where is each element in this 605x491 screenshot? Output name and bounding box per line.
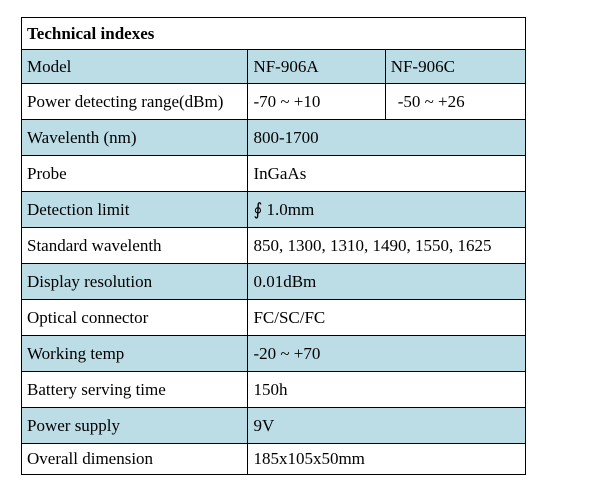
- technical-indexes-table: Technical indexes Model NF-906A NF-906C …: [20, 17, 527, 475]
- spec-label: Overall dimension: [20, 443, 249, 475]
- spec-row: Detection limit ∮ 1.0mm: [20, 191, 526, 228]
- spec-label: Power supply: [20, 407, 249, 444]
- spec-value: 850, 1300, 1310, 1490, 1550, 1625: [247, 227, 526, 264]
- spec-row: Display resolution 0.01dBm: [20, 263, 526, 300]
- power-range-nf-906c: -50 ~ +26: [384, 83, 527, 120]
- spec-row: Overall dimension 185x105x50mm: [20, 443, 526, 475]
- model-nf-906c: NF-906C: [384, 49, 527, 84]
- spec-row: Wavelenth (nm) 800-1700: [20, 119, 526, 156]
- spec-row: Probe InGaAs: [20, 155, 526, 192]
- spec-value: 800-1700: [247, 119, 526, 156]
- spec-row: Optical connector FC/SC/FC: [20, 299, 526, 336]
- spec-value: -20 ~ +70: [247, 335, 526, 372]
- spec-value: ∮ 1.0mm: [247, 191, 526, 228]
- spec-row: Standard wavelenth 850, 1300, 1310, 1490…: [20, 227, 526, 264]
- spec-value: FC/SC/FC: [247, 299, 526, 336]
- power-range-label: Power detecting range(dBm): [20, 83, 249, 120]
- spec-label: Standard wavelenth: [20, 227, 249, 264]
- spec-label: Probe: [20, 155, 249, 192]
- spec-row: Working temp -20 ~ +70: [20, 335, 526, 372]
- spec-label: Optical connector: [20, 299, 249, 336]
- spec-label: Working temp: [20, 335, 249, 372]
- spec-value: 9V: [247, 407, 526, 444]
- power-range-row: Power detecting range(dBm) -70 ~ +10 -50…: [20, 83, 527, 120]
- spec-label: Detection limit: [20, 191, 249, 228]
- spec-value: 150h: [247, 371, 526, 408]
- power-range-nf-906a: -70 ~ +10: [247, 83, 386, 120]
- table-title-row: Technical indexes: [21, 17, 526, 50]
- table-title: Technical indexes: [21, 17, 526, 50]
- spec-row: Battery serving time 150h: [20, 371, 526, 408]
- spec-value: 185x105x50mm: [247, 443, 526, 475]
- spec-label: Display resolution: [20, 263, 249, 300]
- spec-row: Power supply 9V: [20, 407, 526, 444]
- spec-value: InGaAs: [247, 155, 526, 192]
- spec-label: Wavelenth (nm): [20, 119, 249, 156]
- model-row: Model NF-906A NF-906C: [20, 49, 527, 84]
- spec-label: Battery serving time: [20, 371, 249, 408]
- spec-value: 0.01dBm: [247, 263, 526, 300]
- model-nf-906a: NF-906A: [247, 49, 386, 84]
- model-label: Model: [20, 49, 249, 84]
